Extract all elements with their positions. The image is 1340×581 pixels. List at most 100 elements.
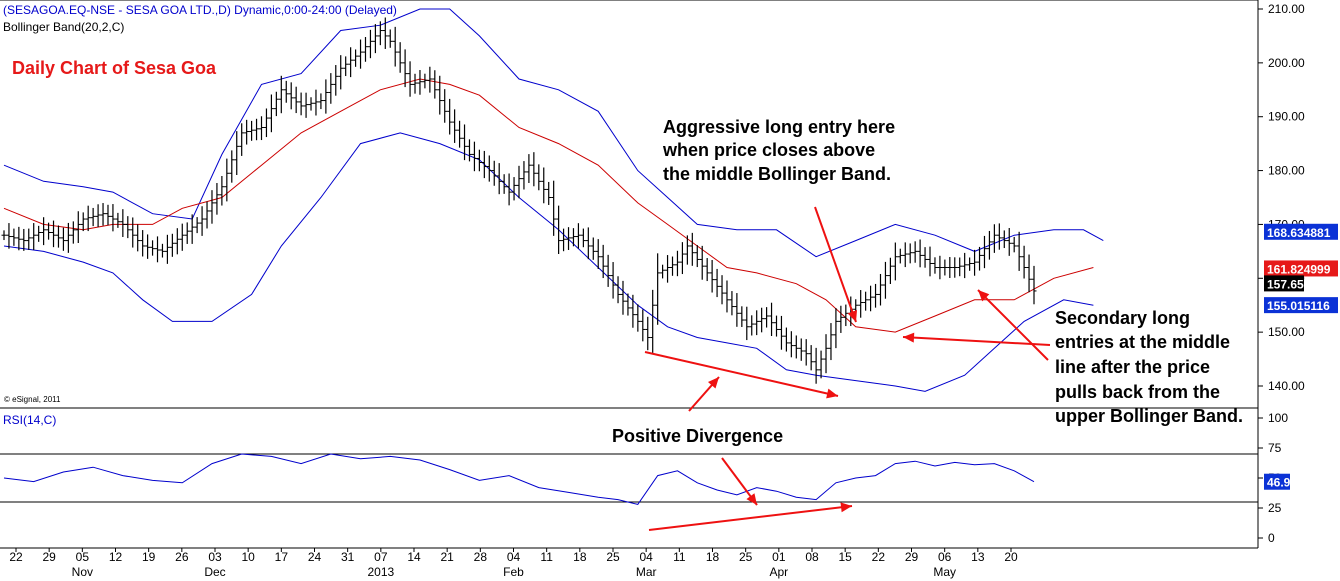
secondary-entry-arrow-1-head	[903, 332, 915, 343]
ohlc-bar	[764, 307, 770, 328]
middle-band-value-label-bg	[1264, 260, 1338, 277]
aggressive-line-1: Aggressive long entry here	[663, 117, 895, 137]
ohlc-bar	[486, 155, 492, 182]
annotation-arrows	[644, 206, 1051, 531]
ohlc-bar	[714, 268, 720, 298]
date-tick-label: 24	[308, 550, 322, 564]
aggressive-line-3: the middle Bollinger Band.	[663, 164, 891, 184]
ohlc-bar	[566, 227, 572, 250]
ohlc-bar	[392, 26, 398, 67]
aggressive-line-2: when price closes above	[662, 140, 875, 160]
ohlc-bar	[219, 175, 225, 206]
ohlc-bar	[209, 190, 215, 224]
ohlc-bar	[80, 212, 86, 232]
ohlc-bar	[877, 273, 883, 306]
secondary-line-5: upper Bollinger Band.	[1055, 406, 1243, 426]
ohlc-bar	[204, 201, 210, 229]
ohlc-bar	[689, 232, 695, 266]
ohlc-bar	[783, 327, 789, 352]
date-tick-label: 28	[474, 550, 488, 564]
ohlc-bar	[863, 291, 869, 311]
ohlc-bar	[343, 56, 349, 77]
ohlc-bar	[135, 224, 141, 252]
ohlc-bar	[169, 233, 175, 257]
last-price-value-label-bg	[1264, 275, 1304, 292]
price-tick-label: 210.00	[1268, 2, 1305, 16]
ohlc-bar	[774, 315, 779, 337]
ohlc-bar	[298, 92, 304, 116]
ohlc-bar	[981, 235, 987, 269]
ohlc-bar	[526, 154, 532, 183]
date-tick-label: 18	[573, 550, 587, 564]
secondary-line-3: line after the price	[1055, 357, 1210, 377]
ohlc-bar	[313, 89, 319, 116]
date-tick-label: 10	[241, 550, 255, 564]
ohlc-bar	[476, 149, 482, 172]
ohlc-bar	[105, 204, 111, 226]
ohlc-bar	[769, 302, 775, 336]
ohlc-bar	[516, 165, 522, 199]
rsi-higher-low-arrow-head	[840, 502, 852, 513]
ohlc-bar	[249, 120, 255, 141]
ohlc-bar	[952, 257, 958, 278]
ohlc-bar	[679, 242, 685, 275]
ohlc-bar	[986, 230, 992, 260]
axis-labels: 210.00200.00190.00180.00170.00160.00150.…	[9, 2, 1338, 579]
ohlc-bar	[387, 29, 393, 48]
divergence-label: Positive Divergence	[612, 426, 783, 446]
divergence-price-pointer-head	[707, 377, 719, 389]
ohlc-bar	[95, 204, 101, 228]
ohlc-bar	[1, 230, 7, 241]
ohlc-bar	[442, 89, 448, 123]
ohlc-bar	[21, 228, 27, 251]
ohlc-bar	[362, 37, 368, 62]
ohlc-bar	[140, 230, 146, 257]
price-tick-label: 140.00	[1268, 379, 1305, 393]
ohlc-bar	[873, 283, 879, 308]
ohlc-bar	[511, 177, 517, 201]
upper-band-value-label-bg	[1264, 223, 1338, 240]
price-lower-low-arrow	[644, 351, 839, 399]
ohlc-bar	[521, 161, 527, 190]
ohlc-bar	[358, 39, 364, 69]
ohlc-bar	[922, 247, 928, 268]
ohlc-bar	[224, 158, 230, 202]
date-tick-label: 19	[142, 550, 156, 564]
ohlc-bar	[674, 250, 680, 277]
date-tick-label: 07	[374, 550, 388, 564]
lower-band-value-label-bg	[1264, 297, 1338, 314]
ohlc-bar	[432, 70, 438, 99]
date-tick-label: 22	[9, 550, 23, 564]
ohlc-bar	[457, 120, 463, 148]
copyright-text: © eSignal, 2011	[4, 395, 61, 404]
ohlc-bar	[120, 209, 126, 237]
ohlc-bar	[397, 42, 403, 73]
ohlc-bar	[927, 246, 933, 277]
ohlc-bar	[724, 280, 730, 313]
lower-bollinger-band	[3, 132, 1094, 392]
ohlc-bar	[843, 304, 849, 327]
ohlc-bar	[858, 290, 864, 318]
date-tick-label: 06	[938, 550, 952, 564]
ohlc-bar	[754, 310, 760, 336]
rsi-line	[3, 453, 1035, 505]
secondary-entry-arrow-2	[977, 289, 1049, 361]
ohlc-bar	[239, 123, 245, 156]
ohlc-bar	[932, 257, 938, 274]
date-tick-label: 20	[1004, 550, 1018, 564]
ohlc-bar	[506, 173, 512, 206]
ohlc-bar	[308, 97, 314, 111]
ohlc-bar	[615, 276, 621, 304]
ohlc-bar	[481, 150, 487, 179]
ohlc-bar	[868, 285, 874, 312]
ohlc-bar	[704, 258, 710, 282]
ohlc-bar	[377, 21, 383, 46]
ohlc-bar	[145, 234, 151, 259]
date-tick-label: 17	[275, 550, 289, 564]
ohlc-bar	[353, 49, 359, 67]
divergence-rsi-pointer	[721, 457, 758, 506]
ohlc-bar	[620, 280, 626, 315]
ohlc-bar	[838, 305, 844, 333]
ohlc-bar	[734, 293, 740, 327]
indicator-header: Bollinger Band(20,2,C)	[3, 20, 124, 34]
